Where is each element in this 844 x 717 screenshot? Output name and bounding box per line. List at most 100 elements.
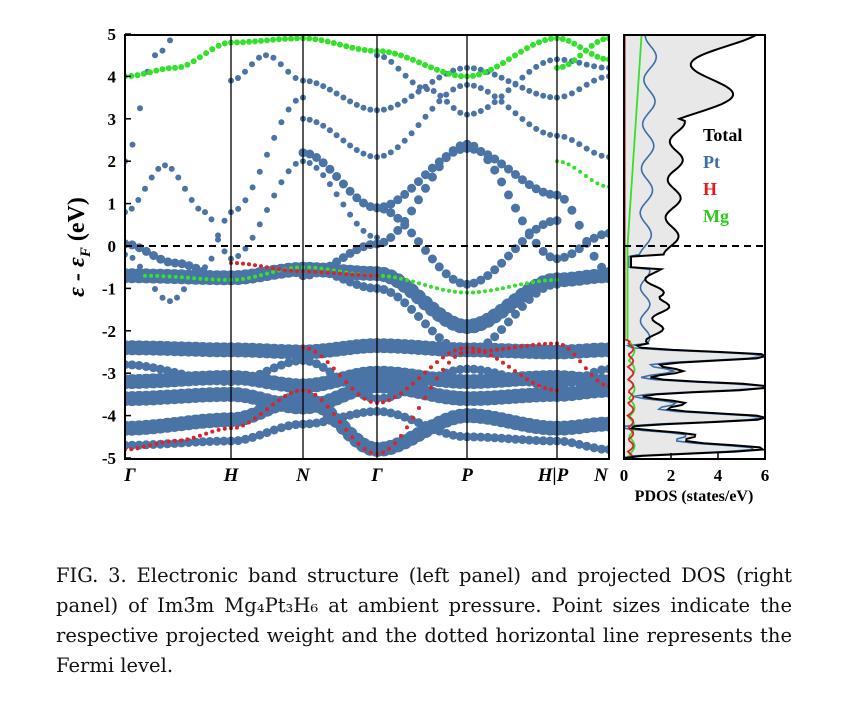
band-point [306, 116, 313, 123]
band-point [511, 170, 520, 179]
band-point [572, 352, 577, 357]
band-point [427, 374, 437, 384]
dos-legend: Total Pt H Mg [703, 125, 742, 226]
band-point [326, 127, 333, 134]
y-tick-label: 4 [108, 67, 117, 86]
band-point [536, 39, 542, 46]
band-point [326, 181, 333, 188]
band-point [435, 286, 439, 291]
band-point [571, 57, 578, 64]
band-point [597, 444, 607, 454]
band-point [512, 80, 519, 87]
band-point [511, 373, 520, 383]
band-point [362, 273, 367, 278]
band-point [307, 389, 312, 394]
band-point [421, 245, 430, 255]
band-point [325, 360, 330, 365]
band-point [259, 412, 263, 416]
band-point [313, 164, 320, 171]
band-point [347, 142, 354, 149]
band-point [497, 325, 507, 335]
band-point [429, 78, 436, 85]
band-point [277, 267, 281, 272]
band-point [411, 415, 415, 420]
band-point [219, 377, 229, 386]
band-point [148, 174, 155, 181]
band-point [381, 54, 388, 61]
band-point [457, 83, 464, 90]
band-point [504, 164, 513, 174]
band-point [307, 346, 312, 351]
band-point [265, 271, 269, 276]
band-point [435, 360, 439, 365]
band-point [338, 179, 348, 189]
band-point [427, 326, 437, 336]
band-point [427, 254, 437, 264]
band-point [519, 74, 526, 81]
band-point [242, 197, 249, 204]
band-point [359, 198, 368, 208]
band-point [531, 436, 541, 445]
band-point [469, 432, 479, 442]
band-point [597, 262, 607, 272]
energy-axis-label: ε - εF (eV) [64, 197, 94, 297]
y-tick-label: 5 [108, 25, 117, 44]
band-point [506, 56, 512, 63]
k-point-label: P [460, 465, 473, 486]
band-point [565, 61, 572, 68]
band-point [434, 262, 444, 272]
band-point [414, 312, 423, 321]
band-point [177, 259, 187, 269]
band-point [379, 285, 389, 294]
band-point [270, 36, 276, 43]
band-point [531, 224, 541, 234]
band-point [381, 273, 385, 278]
band-point [547, 57, 554, 64]
band-point [429, 105, 436, 112]
band-point [533, 63, 540, 70]
band-point [338, 253, 348, 263]
band-point [531, 184, 541, 194]
band-point [416, 59, 422, 66]
band-point [331, 271, 336, 275]
band-point [173, 274, 178, 279]
band-point [178, 64, 185, 70]
band-point [549, 387, 553, 392]
band-point [423, 283, 427, 287]
band-point [471, 346, 475, 351]
band-point [483, 271, 493, 281]
band-point [170, 367, 179, 377]
band-point [538, 436, 548, 446]
band-point [320, 172, 327, 179]
band-point [353, 147, 360, 153]
band-point [212, 376, 222, 386]
band-point [166, 439, 171, 444]
band-point [447, 360, 451, 365]
band-point [561, 93, 568, 100]
k-point-label: H|P [537, 465, 569, 486]
band-point [285, 68, 292, 75]
band-point [469, 144, 479, 154]
band-point [549, 278, 553, 283]
band-point [489, 353, 493, 358]
band-point [345, 410, 355, 420]
band-point [215, 232, 221, 239]
band-point [216, 277, 221, 282]
band-point [367, 232, 374, 239]
band-point [517, 175, 527, 185]
band-point [434, 66, 440, 73]
band-point [429, 385, 433, 390]
band-point [448, 274, 458, 284]
band-point [501, 360, 505, 365]
band-point [247, 262, 251, 267]
band-point [414, 418, 423, 428]
band-point [284, 421, 294, 431]
band-point [156, 254, 166, 264]
band-point [319, 266, 324, 271]
band-point [589, 251, 599, 261]
band-point [155, 165, 162, 172]
band-point [411, 279, 415, 284]
band-point [344, 272, 349, 277]
band-point [583, 366, 588, 371]
band-point [436, 98, 443, 105]
